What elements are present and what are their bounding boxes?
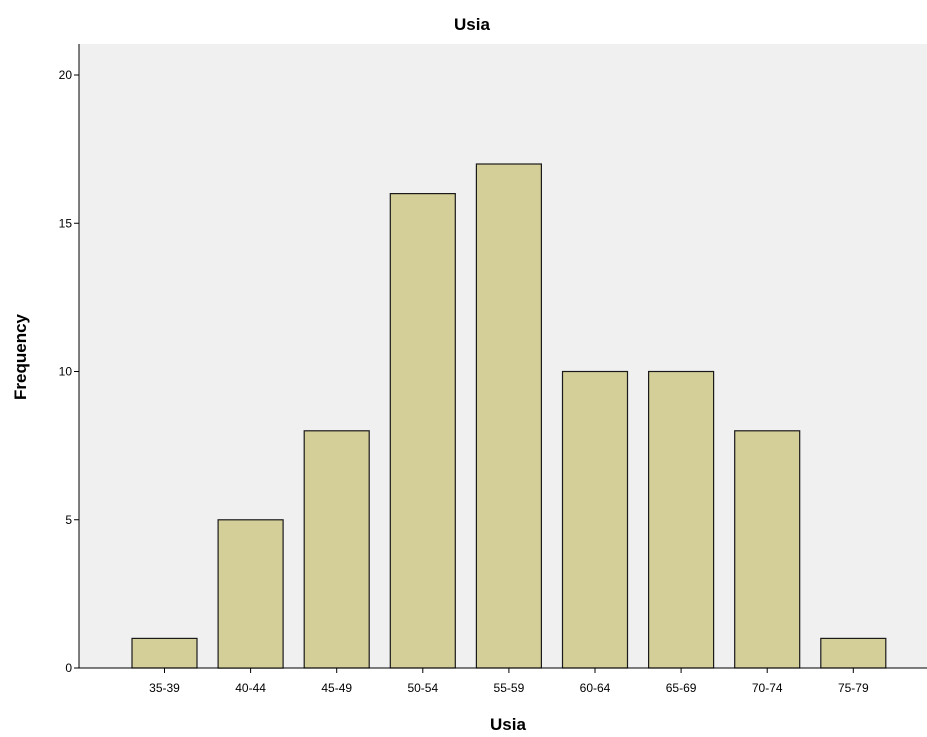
y-tick-label-10: 10 xyxy=(59,365,73,379)
bar-70-74 xyxy=(734,430,801,669)
x-tick-label-55-59: 55-59 xyxy=(494,681,525,695)
bar-45-49 xyxy=(303,430,370,669)
bar-60-64 xyxy=(561,370,629,669)
x-axis: 35-39 40-44 45-49 50-54 55-59 60-64 65-69 70-74… xyxy=(79,667,927,695)
bar-65-69 xyxy=(647,370,715,669)
x-tick-label-35-39: 35-39 xyxy=(149,681,180,695)
x-tick-label-40-44: 40-44 xyxy=(235,681,266,695)
y-tick-label-5: 5 xyxy=(65,513,72,527)
x-axis-title: Usia xyxy=(490,715,526,734)
y-tick-label-0: 0 xyxy=(65,661,72,675)
x-tick-label-70-74: 70-74 xyxy=(752,681,783,695)
y-tick-label-15: 15 xyxy=(59,216,73,230)
y-axis: 0 5 10 15 20 xyxy=(59,44,80,675)
bar-55-59 xyxy=(475,163,542,669)
bar-40-44 xyxy=(217,519,284,669)
x-tick-label-75-79: 75-79 xyxy=(838,681,869,695)
x-tick-label-60-64: 60-64 xyxy=(580,681,611,695)
bar-50-54 xyxy=(389,193,456,669)
chart-title: Usia xyxy=(454,15,490,34)
y-axis-title: Frequency xyxy=(11,313,30,400)
x-tick-label-50-54: 50-54 xyxy=(407,681,438,695)
bar-35-39 xyxy=(131,637,198,669)
x-tick-label-65-69: 65-69 xyxy=(666,681,697,695)
bar-75-79 xyxy=(820,637,887,669)
bars-group xyxy=(131,163,887,669)
y-tick-label-20: 20 xyxy=(59,68,73,82)
x-tick-label-45-49: 45-49 xyxy=(321,681,352,695)
